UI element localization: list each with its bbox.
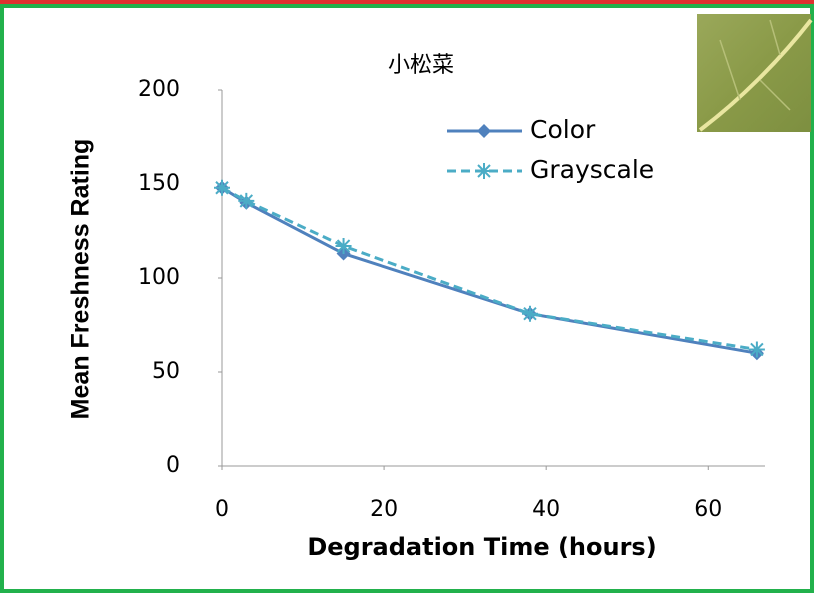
legend-label: Grayscale xyxy=(530,155,654,184)
chart: 小松菜 Degradation Time (hours) Mean Freshn… xyxy=(0,0,814,593)
screen: 小松菜 Degradation Time (hours) Mean Freshn… xyxy=(0,0,814,593)
leaf-image xyxy=(697,14,811,132)
marker xyxy=(476,163,492,179)
y-tick-label: 50 xyxy=(152,359,180,384)
series-line xyxy=(222,188,757,353)
y-tick-label: 100 xyxy=(138,265,180,290)
x-tick-label: 60 xyxy=(694,497,722,522)
marker xyxy=(336,238,352,254)
legend-label: Color xyxy=(530,115,596,144)
marker xyxy=(749,341,765,357)
marker xyxy=(477,124,491,138)
chart-title: 小松菜 xyxy=(388,53,454,78)
y-tick-label: 150 xyxy=(138,171,180,196)
x-axis-label: Degradation Time (hours) xyxy=(307,533,656,561)
x-tick-label: 40 xyxy=(532,497,560,522)
y-tick-label: 200 xyxy=(138,77,180,102)
x-tick-label: 0 xyxy=(215,497,229,522)
marker xyxy=(214,180,230,196)
frame-border xyxy=(2,6,812,591)
x-tick-label: 20 xyxy=(370,497,398,522)
y-axis-label: Mean Freshness Rating xyxy=(67,139,95,420)
series-line xyxy=(222,188,757,350)
marker xyxy=(522,306,538,322)
marker xyxy=(238,193,254,209)
y-tick-label: 0 xyxy=(166,453,180,478)
